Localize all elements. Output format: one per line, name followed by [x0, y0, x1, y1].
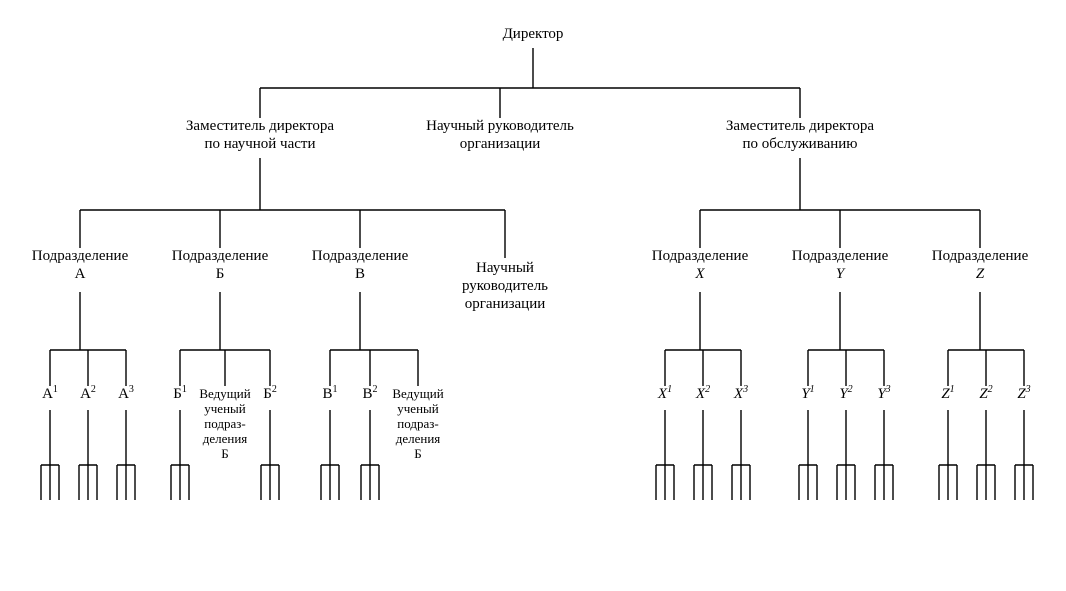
node-x1: X1 — [657, 384, 672, 402]
node-b_lead: Ведущийученыйподраз-деленияБ — [199, 386, 250, 461]
node-sci_lead_top: Научный руководительорганизации — [426, 118, 574, 152]
node-x2: X2 — [695, 384, 710, 402]
node-v_lead: Ведущийученыйподраз-деленияБ — [392, 386, 443, 461]
node-dep_x: ПодразделениеX — [652, 248, 749, 282]
node-y3: Y3 — [877, 384, 890, 402]
node-dep_z: ПодразделениеZ — [932, 248, 1029, 282]
node-dep_b: ПодразделениеБ — [172, 248, 269, 282]
node-b1: Б1 — [173, 384, 187, 402]
node-a2: А2 — [80, 384, 96, 402]
node-v1: В1 — [322, 384, 337, 402]
node-dep_v: ПодразделениеВ — [312, 248, 409, 282]
node-v2: В2 — [362, 384, 377, 402]
node-z3: Z3 — [1017, 384, 1030, 402]
node-y2: Y2 — [839, 384, 852, 402]
node-z2: Z2 — [979, 384, 992, 402]
node-vice_sci: Заместитель директорапо научной части — [186, 118, 334, 152]
node-a1: А1 — [42, 384, 58, 402]
org-chart: Директор Заместитель директорапо научной … — [0, 0, 1066, 591]
node-director: Директор — [503, 26, 564, 42]
node-y1: Y1 — [801, 384, 814, 402]
node-b2: Б2 — [263, 384, 277, 402]
node-a3: А3 — [118, 384, 134, 402]
node-sci_lead_mid: Научныйруководительорганизации — [462, 260, 548, 312]
node-vice_serv: Заместитель директорапо обслуживанию — [726, 118, 874, 152]
node-dep_a: ПодразделениеА — [32, 248, 129, 282]
node-z1: Z1 — [941, 384, 954, 402]
node-dep_y: ПодразделениеY — [792, 248, 889, 282]
node-x3: X3 — [733, 384, 748, 402]
